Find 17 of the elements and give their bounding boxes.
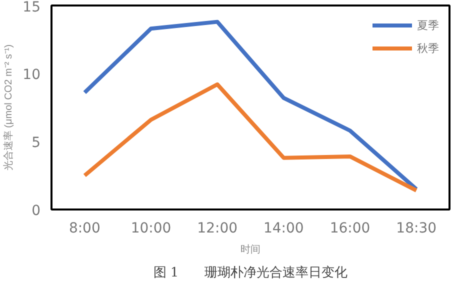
- x-tick-label: 16:00: [330, 220, 370, 236]
- y-tick-label: 5: [32, 135, 41, 151]
- line-series: [82, 82, 418, 192]
- legend-label: 夏季: [417, 18, 439, 32]
- x-tick-label: 18:30: [396, 220, 437, 236]
- y-tick-label: 10: [22, 67, 41, 83]
- x-tick-label: 10:00: [130, 220, 172, 236]
- x-tick-label: 8:00: [68, 220, 100, 236]
- x-tick-label: 12:00: [197, 220, 238, 236]
- y-tick-label: 15: [22, 0, 41, 16]
- y-tick-label: 0: [32, 203, 41, 219]
- x-axis-title: 时间: [240, 244, 260, 256]
- line-series: [82, 20, 418, 192]
- legend-label: 秋季: [417, 42, 439, 56]
- text: 图 1 珊瑚朴净光合速率日变化: [153, 264, 348, 280]
- y-axis-title: 光合速率 (μmol CO2 m⁻² s⁻¹): [2, 44, 15, 171]
- x-tick-label: 14:00: [263, 220, 304, 236]
